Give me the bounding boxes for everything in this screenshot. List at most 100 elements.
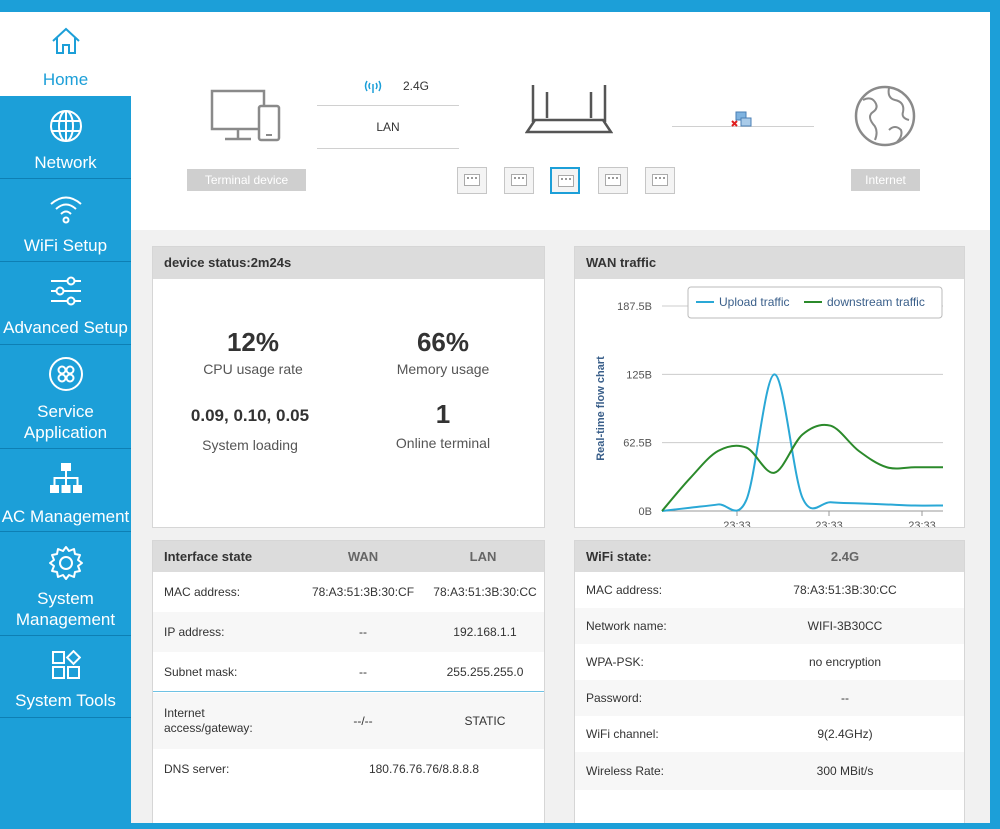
terminal-device-label: Terminal device (187, 169, 306, 191)
router-icon (524, 82, 614, 140)
lan-port-2[interactable] (504, 167, 534, 194)
nav-service-label-2: Application (23, 423, 108, 442)
table-row: WiFi channel: 9(2.4GHz) (575, 716, 964, 752)
lan-port-3[interactable] (550, 167, 580, 194)
online-terminal-label: Online terminal (395, 435, 491, 451)
disconnected-icon (731, 110, 753, 130)
lan-port-4[interactable] (598, 167, 628, 194)
table-row: WPA-PSK: no encryption (575, 644, 964, 680)
nav-home[interactable]: Home (0, 12, 131, 96)
nav-ac-management[interactable]: AC Management (0, 449, 131, 532)
lan-column-header: LAN (469, 549, 497, 564)
wireless-rate-value: 300 MBit/s (816, 764, 874, 778)
wifi-band-label: 2.4G (403, 79, 430, 93)
wan-ip-value: -- (359, 625, 367, 639)
dns-server-value: 180.76.76.76/8.8.8.8 (368, 762, 480, 776)
cpu-usage-value: 12% (226, 327, 280, 357)
wireless-rate-label: Wireless Rate: (586, 764, 665, 778)
password-label: Password: (586, 691, 643, 705)
system-loading-value: 0.09, 0.10, 0.05 (190, 406, 310, 425)
table-row: MAC address: 78:A3:51:3B:30:CF 78:A3:51:… (153, 572, 544, 612)
legend-label: Upload traffic (719, 295, 789, 309)
nav-service-application[interactable]: Service Application (0, 345, 131, 449)
memory-usage-label: Memory usage (396, 361, 490, 377)
nav-system-management-label-1: System (37, 589, 94, 608)
lan-label: LAN (376, 120, 400, 134)
network-name-value: WIFI-3B30CC (807, 619, 883, 633)
table-row: MAC address: 78:A3:51:3B:30:CC (575, 572, 964, 608)
series-line-upload (661, 373, 944, 512)
wifi-channel-value: 9(2.4GHz) (817, 727, 873, 741)
nav-ac-management-label: AC Management (1, 507, 130, 526)
nav-system-tools-label: System Tools (15, 691, 116, 710)
password-value: -- (841, 691, 849, 705)
legend-label: downstream traffic (827, 295, 925, 309)
cpu-usage-label: CPU usage rate (203, 361, 303, 377)
wifi-icon (0, 193, 131, 225)
service-icon (0, 355, 131, 393)
x-tick-label: 23:33 (815, 520, 843, 527)
lan-gateway-value: STATIC (464, 714, 506, 728)
wan-mac-value: 78:A3:51:3B:30:CF (311, 585, 415, 599)
wan-traffic-panel: WAN traffic 0B 62.5B 125B 187.5B 23:33 23:33 2… (574, 246, 965, 528)
table-row: IP address: -- 192.168.1.1 (153, 612, 544, 652)
dns-server-label: DNS server: (164, 762, 230, 776)
mac-address-label: MAC address: (164, 585, 241, 599)
table-row: Internet access/gateway: --/-- STATIC (153, 693, 544, 749)
main-content: Terminal device 2.4G LAN Internet de (131, 12, 990, 823)
lan-ip-value: 192.168.1.1 (453, 625, 517, 639)
subnet-mask-label: Subnet mask: (164, 664, 238, 679)
nav-network-label: Network (34, 153, 97, 172)
nav-wifi-setup-label: WiFi Setup (23, 236, 108, 255)
y-tick-label: 0B (639, 506, 652, 518)
divider-line (317, 148, 459, 149)
top-bar (0, 0, 1000, 12)
wan-traffic-title: WAN traffic (575, 247, 964, 279)
nav-system-management[interactable]: System Management (0, 532, 131, 636)
device-status-panel: device status:2m24s 12% CPU usage rate 6… (152, 246, 545, 528)
y-tick-label: 187.5B (617, 301, 652, 313)
sliders-icon (0, 274, 131, 308)
wan-port[interactable] (645, 167, 675, 194)
nav-service-label-1: Service (37, 402, 94, 421)
internet-globe-icon[interactable] (853, 84, 917, 148)
wifi-channel-label: WiFi channel: (586, 727, 659, 741)
wifi-state-panel: WiFi state: 2.4G MAC address: 78:A3:51:3… (574, 540, 965, 823)
network-topology: Terminal device 2.4G LAN Internet (131, 12, 990, 230)
wifi-mac-label: MAC address: (586, 583, 663, 597)
nav-home-label: Home (42, 70, 89, 89)
interface-state-header: Interface state WAN LAN (153, 541, 544, 572)
lan-port-1[interactable] (457, 167, 487, 194)
wan-column-header: WAN (347, 549, 379, 564)
gateway-label-line-2: access/gateway: (164, 721, 253, 735)
nav-advanced-setup-label: Advanced Setup (3, 318, 128, 337)
nav-system-tools[interactable]: System Tools (0, 636, 131, 718)
wan-mask-value: -- (359, 664, 367, 679)
y-axis-label: Real-time flow chart (595, 356, 607, 461)
nav-wifi-setup[interactable]: WiFi Setup (0, 179, 131, 262)
nav-system-management-label-2: Management (15, 610, 116, 629)
terminal-device-icon[interactable] (209, 88, 284, 148)
x-tick-label: 23:33 (723, 520, 751, 527)
nav-network[interactable]: Network (0, 96, 131, 179)
table-row: DNS server: 180.76.76.76/8.8.8.8 (153, 749, 544, 789)
interface-state-title: Interface state (164, 549, 253, 564)
internet-label: Internet (851, 169, 920, 191)
lan-mac-value: 78:A3:51:3B:30:CC (433, 585, 537, 599)
tools-grid-icon (0, 650, 131, 680)
table-row: Password: -- (575, 680, 964, 716)
hierarchy-icon (0, 461, 131, 495)
home-icon (0, 26, 131, 56)
bottom-bar (0, 823, 1000, 829)
gear-icon (0, 544, 131, 582)
band-column-header: 2.4G (830, 549, 860, 564)
nav-advanced-setup[interactable]: Advanced Setup (0, 262, 131, 345)
device-status-title: device status:2m24s (153, 247, 544, 279)
wifi-state-title: WiFi state: (586, 549, 652, 564)
y-tick-label: 125B (626, 369, 652, 381)
network-name-label: Network name: (586, 619, 667, 633)
wpa-psk-value: no encryption (808, 655, 882, 669)
wifi-signal-icon (363, 78, 383, 94)
wpa-psk-label: WPA-PSK: (586, 655, 644, 669)
series-line-downstream (661, 423, 943, 512)
